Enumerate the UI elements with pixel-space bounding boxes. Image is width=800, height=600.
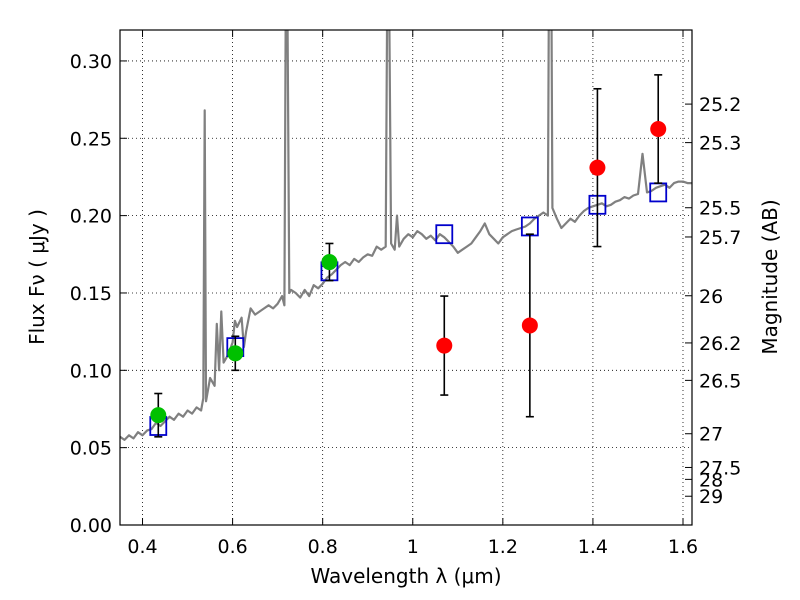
plot-frame <box>119 29 693 526</box>
y-tick-label: 0.10 <box>70 360 112 382</box>
photometry-point <box>436 337 453 354</box>
x-tick-label: 0.4 <box>127 536 157 558</box>
y2-tick-label: 27.5 <box>699 457 741 479</box>
y2-axis-label: Magnitude (AB) <box>758 199 782 354</box>
model-square-marker <box>435 224 454 245</box>
y-tick-label: 0.05 <box>70 438 112 460</box>
photometry-point <box>650 121 667 137</box>
y2-tick-label: 25.5 <box>699 198 741 220</box>
photometry-point <box>321 254 338 271</box>
y2-tick-label: 26 <box>699 286 723 308</box>
y-tick-label: 0.00 <box>70 515 112 537</box>
y2-tick-label: 26.5 <box>699 370 741 392</box>
x-axis-label: Wavelength λ (μm) <box>310 564 501 588</box>
photometry-point <box>589 159 606 176</box>
y2-tick-label: 25.3 <box>699 133 741 155</box>
x-tick-label: 1.6 <box>668 536 698 558</box>
y2-tick-label: 25.7 <box>699 227 741 249</box>
y-tick-label: 0.30 <box>70 51 112 73</box>
y-axis-label: Flux Fν ( μJy ) <box>25 209 49 345</box>
x-tick-label: 1 <box>407 536 419 558</box>
photometry-point <box>521 317 538 334</box>
y-tick-label: 0.15 <box>70 283 112 305</box>
x-tick-label: 1.4 <box>578 536 608 558</box>
y2-tick-label: 29 <box>699 486 723 508</box>
y-tick-label: 0.25 <box>70 128 112 150</box>
x-tick-label: 1.2 <box>488 536 518 558</box>
y2-tick-label: 27 <box>699 424 723 446</box>
x-tick-label: 0.6 <box>217 536 247 558</box>
y-tick-label: 0.20 <box>70 206 112 228</box>
plot-area <box>120 30 692 441</box>
x-tick-label: 0.8 <box>308 536 338 558</box>
photometry-point <box>150 407 167 424</box>
photometry-point <box>227 345 244 362</box>
ticks: 0.4 0.6 0.8 1 1.2 1.4 1.6 0.00 0.05 0.10 0.15 0.20 0… <box>70 30 741 558</box>
y2-tick-label: 25.2 <box>699 94 741 116</box>
spectrum-line <box>120 30 692 441</box>
y2-tick-label: 26.2 <box>699 333 741 355</box>
y2-tick-label: 28 <box>699 469 723 491</box>
